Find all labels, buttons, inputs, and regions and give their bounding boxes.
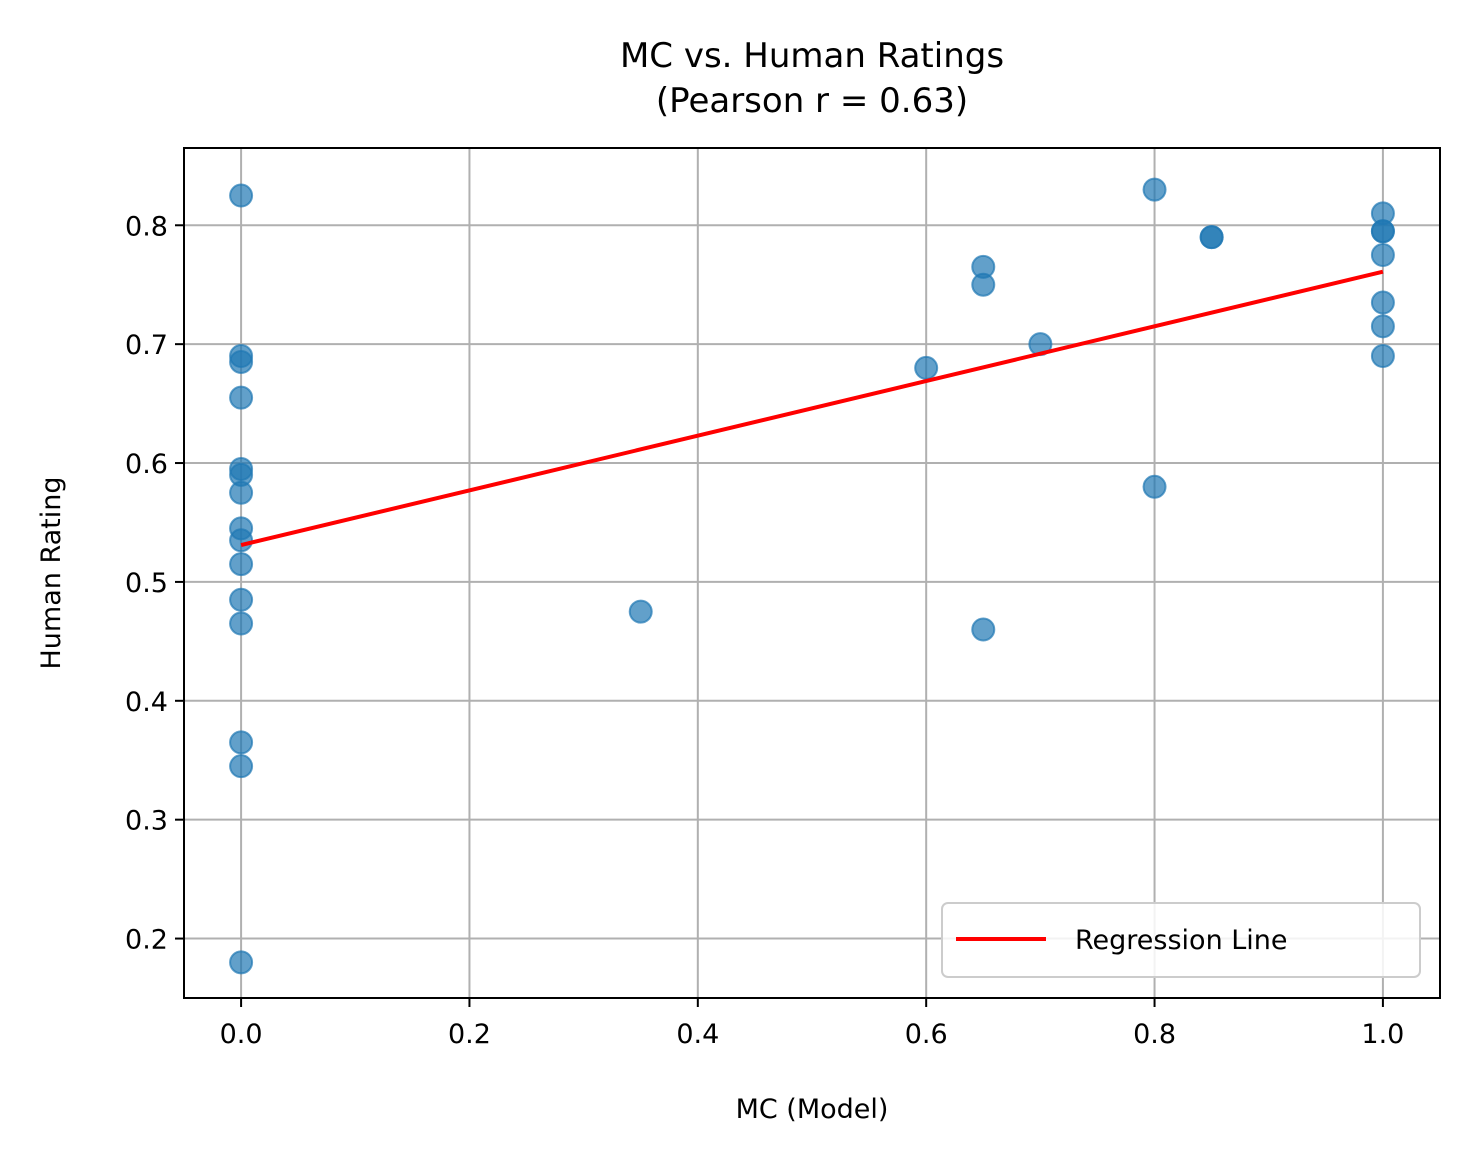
data-point [1199, 225, 1224, 250]
data-point [229, 754, 254, 779]
data-point [971, 617, 996, 642]
y-tick-label: 0.7 [125, 330, 168, 361]
legend-box [941, 902, 1421, 978]
scatter-points [229, 177, 1395, 975]
data-point [229, 349, 254, 374]
data-point [1370, 290, 1395, 315]
data-point [229, 587, 254, 612]
y-tick-label: 0.5 [125, 568, 168, 599]
legend: Regression Line [941, 902, 1421, 978]
y-axis-label: Human Rating [36, 476, 67, 669]
data-point [1370, 242, 1395, 267]
data-point [229, 950, 254, 975]
data-point [229, 552, 254, 577]
x-tick-label: 0.6 [905, 1019, 948, 1050]
data-point [229, 385, 254, 410]
plot-frame [183, 147, 1441, 999]
data-point [229, 730, 254, 755]
y-tick-label: 0.2 [125, 925, 168, 956]
data-point [1370, 219, 1395, 244]
data-point [229, 183, 254, 208]
y-axis-ticks: 0.2 0.3 0.4 0.5 0.6 0.7 0.8 [125, 211, 184, 956]
x-tick-label: 0.2 [448, 1019, 491, 1050]
legend-label-regression-line: Regression Line [1075, 925, 1288, 956]
regression-line [240, 269, 1384, 548]
data-point [229, 480, 254, 505]
x-tick-label: 0.8 [1133, 1019, 1176, 1050]
data-point [1370, 344, 1395, 369]
data-point [1370, 314, 1395, 339]
x-axis-ticks: 0.0 0.2 0.4 0.6 0.8 1.0 [220, 998, 1404, 1050]
grid [184, 148, 1440, 998]
x-tick-label: 0.4 [676, 1019, 719, 1050]
x-axis-label: MC (Model) [736, 1094, 889, 1125]
y-tick-label: 0.8 [125, 211, 168, 242]
data-point [1142, 177, 1167, 202]
chart-title: MC vs. Human Ratings [620, 36, 1004, 76]
data-point [914, 355, 939, 380]
regression-line-layer [240, 269, 1384, 548]
data-point [1142, 474, 1167, 499]
x-tick-label: 0.0 [220, 1019, 263, 1050]
chart-subtitle: (Pearson r = 0.63) [656, 81, 968, 121]
data-point [628, 599, 653, 624]
data-point [229, 611, 254, 636]
data-point [971, 272, 996, 297]
x-tick-label: 1.0 [1361, 1019, 1404, 1050]
y-tick-label: 0.6 [125, 449, 168, 480]
y-tick-label: 0.3 [125, 806, 168, 837]
data-point [229, 528, 254, 553]
y-tick-label: 0.4 [125, 687, 168, 718]
